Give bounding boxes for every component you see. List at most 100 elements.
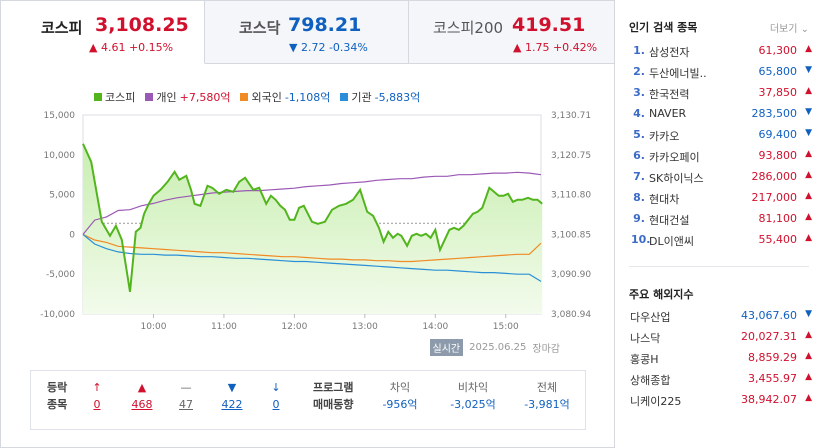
y-right-tick-label: 3,090.90 xyxy=(551,270,591,280)
stock-price: 286,000 xyxy=(751,170,798,183)
tab-change: ▲ 1.75 +0.42% xyxy=(513,41,598,54)
overseas-index-row[interactable]: 니케이225 38,942.07 ▲ xyxy=(615,389,821,410)
tab-kosdaq[interactable]: 코스닥 798.21 ▼ 2.72 -0.34% xyxy=(205,1,409,63)
overseas-index-row[interactable]: 나스닥 20,027.31 ▲ xyxy=(615,326,821,347)
y-left-tick-label: 10,000 xyxy=(44,151,76,161)
stock-name[interactable]: 한국전력 xyxy=(649,88,690,101)
stat-value: 0 xyxy=(272,398,280,411)
stock-price: 37,850 xyxy=(758,86,798,99)
triangle-up-icon: ▲ xyxy=(805,149,812,159)
index-value: 8,859.29 xyxy=(748,351,797,364)
popular-stock-row[interactable]: 6. 카카오페이 93,800 ▲ xyxy=(615,145,821,166)
triangle-up-icon: ▲ xyxy=(805,170,812,180)
tab-kospi[interactable]: 코스피 3,108.25 ▲ 4.61 +0.15% xyxy=(1,1,205,64)
market-index-panel: 코스피 3,108.25 ▲ 4.61 +0.15% 코스닥 798.21 ▼ … xyxy=(0,0,615,448)
stock-name[interactable]: 두산에너빌.. xyxy=(649,67,707,80)
program-header: 전체 xyxy=(536,381,558,394)
rank-number: 6. xyxy=(633,149,645,162)
legend-kospi[interactable]: 코스피 xyxy=(94,89,135,105)
y-right-tick-label: 3,080.94 xyxy=(551,310,591,320)
arrow-up-limit-icon: ↑ xyxy=(92,381,102,394)
program-arbitrage: 차익 -956억 xyxy=(377,379,423,413)
triangle-up-icon: ▲ xyxy=(805,372,812,382)
stock-price: 81,100 xyxy=(758,212,798,225)
index-name[interactable]: 상해종합 xyxy=(630,374,671,387)
stock-name[interactable]: SK하이닉스 xyxy=(649,172,704,185)
popular-stock-row[interactable]: 3. 한국전력 37,850 ▲ xyxy=(615,82,821,103)
rank-number: 1. xyxy=(633,44,645,57)
tab-value: 3,108.25 xyxy=(95,14,189,36)
rank-number: 8. xyxy=(633,191,645,204)
stat-value: 422 xyxy=(221,398,243,411)
x-tick-label: 13:00 xyxy=(352,322,378,332)
index-name[interactable]: 나스닥 xyxy=(630,332,661,345)
popular-stock-row[interactable]: 1. 삼성전자 61,300 ▲ xyxy=(615,40,821,61)
tab-kospi200[interactable]: 코스피200 419.51 ▲ 1.75 +0.42% xyxy=(409,1,614,63)
popular-stock-row[interactable]: 7. SK하이닉스 286,000 ▲ xyxy=(615,166,821,187)
unchanged-stat[interactable]: — 47 xyxy=(176,379,196,413)
intraday-chart: 코스피 개인 +7,580억 외국인 -1,108억 기관 -5,883억 15,00… xyxy=(1,64,614,359)
tab-name: 코스피 xyxy=(41,19,83,37)
popular-stock-row[interactable]: 10. DL이앤씨 55,400 ▲ xyxy=(615,229,821,250)
upper-limit-stat[interactable]: ↑ 0 xyxy=(89,379,105,413)
market-status: 장마감 xyxy=(532,344,560,355)
popular-stock-row[interactable]: 5. 카카오 69,400 ▼ xyxy=(615,124,821,145)
index-name[interactable]: 홍콩H xyxy=(630,353,659,366)
y-right-tick-label: 3,100.85 xyxy=(551,230,591,240)
program-value: -956억 xyxy=(382,398,418,411)
legend-institution[interactable]: 기관 -5,883억 xyxy=(340,89,420,105)
y-left-tick-label: -5,000 xyxy=(46,270,75,280)
chart-canvas: 15,000 10,000 5,000 0 -5,000 -10,000 3,130.71 3… xyxy=(40,111,591,332)
legend-individual[interactable]: 개인 +7,580억 xyxy=(145,89,230,105)
overseas-index-row[interactable]: 상해종합 3,455.97 ▲ xyxy=(615,368,821,389)
stock-price: 217,000 xyxy=(751,191,798,204)
stock-name[interactable]: 삼성전자 xyxy=(649,46,690,59)
stock-name[interactable]: NAVER xyxy=(649,107,687,120)
popular-stock-row[interactable]: 9. 현대건설 81,100 ▲ xyxy=(615,208,821,229)
stock-price: 93,800 xyxy=(758,149,798,162)
y-left-tick-label: 5,000 xyxy=(49,191,75,201)
legend-swatch xyxy=(94,93,102,101)
popular-search-title: 인기 검색 종목 xyxy=(629,21,698,34)
x-tick-label: 11:00 xyxy=(211,322,237,332)
popular-stock-row[interactable]: 8. 현대차 217,000 ▲ xyxy=(615,187,821,208)
more-label: 더보기 xyxy=(769,24,798,35)
x-tick-label: 15:00 xyxy=(493,322,519,332)
overseas-index-row[interactable]: 홍콩H 8,859.29 ▲ xyxy=(615,347,821,368)
index-name[interactable]: 니케이225 xyxy=(630,395,682,408)
triangle-up-icon: ▲ xyxy=(805,330,812,340)
popular-stock-row[interactable]: 2. 두산에너빌.. 65,800 ▼ xyxy=(615,61,821,82)
stock-price: 283,500 xyxy=(751,107,798,120)
program-header: 차익 xyxy=(389,381,411,394)
y-right-tick-label: 3,120.75 xyxy=(551,151,591,161)
tab-name: 코스닥 xyxy=(239,19,281,37)
stock-name[interactable]: 카카오페이 xyxy=(649,151,700,164)
rank-number: 3. xyxy=(633,86,645,99)
stock-price: 69,400 xyxy=(758,128,798,141)
realtime-badge[interactable]: 실시간 xyxy=(429,339,464,356)
stock-name[interactable]: DL이앤씨 xyxy=(649,235,694,248)
stat-value: 47 xyxy=(179,398,193,411)
rank-number: 5. xyxy=(633,128,645,141)
sidebar-divider xyxy=(629,266,809,267)
popular-stock-row[interactable]: 4. NAVER 283,500 ▼ xyxy=(615,103,821,124)
overseas-index-row[interactable]: 다우산업 43,067.60 ▼ xyxy=(615,305,821,326)
triangle-up-icon: ▲ xyxy=(805,393,812,403)
legend-swatch xyxy=(145,93,154,101)
stock-price: 61,300 xyxy=(758,44,798,57)
lower-limit-stat[interactable]: ↓ 0 xyxy=(268,379,284,413)
program-value: -3,025억 xyxy=(450,398,496,411)
stock-name[interactable]: 현대건설 xyxy=(649,214,690,227)
stock-name[interactable]: 카카오 xyxy=(649,130,680,143)
series-line-개인 xyxy=(82,171,542,235)
falling-stat[interactable]: ▼ 422 xyxy=(219,379,245,413)
index-name[interactable]: 다우산업 xyxy=(630,311,671,324)
stock-name[interactable]: 현대차 xyxy=(649,193,680,206)
tab-value: 419.51 xyxy=(512,14,586,36)
rising-stat[interactable]: ▲ 468 xyxy=(129,379,155,413)
stock-price: 65,800 xyxy=(758,65,798,78)
legend-foreign[interactable]: 외국인 -1,108억 xyxy=(240,89,330,105)
more-link[interactable]: 더보기 ⌄ xyxy=(770,20,809,35)
chart-date: 2025.06.25 xyxy=(469,342,527,353)
legend-label: 코스피 xyxy=(105,91,136,104)
